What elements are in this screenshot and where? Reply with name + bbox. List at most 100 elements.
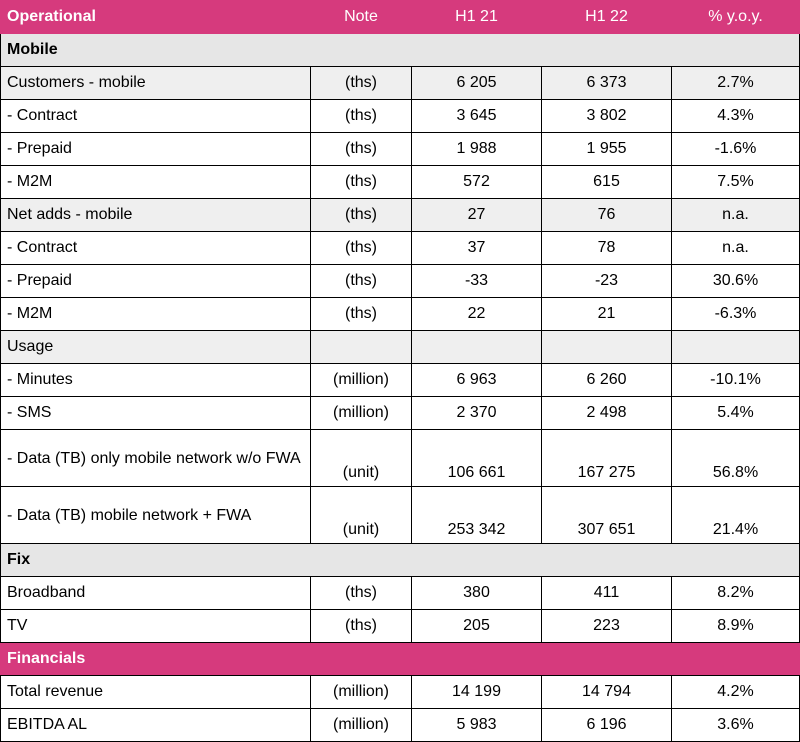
row-label: Total revenue: [0, 675, 311, 709]
header-h1-22: H1 22: [541, 0, 672, 34]
row-h1-21: 1 988: [411, 132, 542, 166]
row-h1-21: 27: [411, 198, 542, 232]
row-yoy: 7.5%: [671, 165, 800, 199]
row-h1-21: 3 645: [411, 99, 542, 133]
row-h1-22: 21: [541, 297, 672, 331]
row-h1-22: 6 373: [541, 66, 672, 100]
row-h1-21: 572: [411, 165, 542, 199]
row-label: TV: [0, 609, 311, 643]
row-note: (ths): [310, 231, 412, 265]
row-label: - Prepaid: [0, 132, 311, 166]
row-h1-21: 380: [411, 576, 542, 610]
section-title-financials: Financials: [0, 642, 800, 676]
row-label: - Contract: [0, 99, 311, 133]
row-h1-22: -23: [541, 264, 672, 298]
row-yoy: 4.3%: [671, 99, 800, 133]
row-label: - Minutes: [0, 363, 311, 397]
header-h1-21: H1 21: [411, 0, 542, 34]
row-note: (unit): [310, 429, 412, 487]
section-title-fix: Fix: [0, 543, 800, 577]
row-label: - Data (TB) mobile network + FWA: [0, 486, 311, 544]
row-h1-22: [541, 330, 672, 364]
row-h1-22: 14 794: [541, 675, 672, 709]
row-h1-22: 78: [541, 231, 672, 265]
table-row: Usage: [0, 330, 800, 364]
row-note: (million): [310, 396, 412, 430]
row-yoy: 5.4%: [671, 396, 800, 430]
row-label: - Prepaid: [0, 264, 311, 298]
row-h1-22: 307 651: [541, 486, 672, 544]
row-label: - Data (TB) only mobile network w/o FWA: [0, 429, 311, 487]
table-row: Total revenue (million) 14 199 14 794 4.…: [0, 675, 800, 709]
row-h1-21: -33: [411, 264, 542, 298]
row-h1-21: 253 342: [411, 486, 542, 544]
row-note: (ths): [310, 198, 412, 232]
table-row: Broadband (ths) 380 411 8.2%: [0, 576, 800, 610]
table-row: Net adds - mobile (ths) 27 76 n.a.: [0, 198, 800, 232]
row-note: (million): [310, 675, 412, 709]
row-note: (ths): [310, 264, 412, 298]
row-h1-22: 76: [541, 198, 672, 232]
row-yoy: -1.6%: [671, 132, 800, 166]
table-row: - Data (TB) mobile network + FWA (unit) …: [0, 486, 800, 544]
table-row: - M2M (ths) 22 21 -6.3%: [0, 297, 800, 331]
row-yoy: 4.2%: [671, 675, 800, 709]
row-h1-21: 106 661: [411, 429, 542, 487]
row-label: Usage: [0, 330, 311, 364]
section-row-financials: Financials: [0, 642, 800, 676]
row-note: (ths): [310, 297, 412, 331]
section-title-mobile: Mobile: [0, 33, 800, 67]
row-note: (ths): [310, 66, 412, 100]
row-h1-21: 22: [411, 297, 542, 331]
row-label: - M2M: [0, 165, 311, 199]
header-yoy: % y.o.y.: [671, 0, 800, 34]
table-row: Customers - mobile (ths) 6 205 6 373 2.7…: [0, 66, 800, 100]
row-yoy: 21.4%: [671, 486, 800, 544]
row-h1-22: 167 275: [541, 429, 672, 487]
row-h1-22: 411: [541, 576, 672, 610]
row-h1-22: 2 498: [541, 396, 672, 430]
header-note: Note: [310, 0, 412, 34]
table-row: - Data (TB) only mobile network w/o FWA …: [0, 429, 800, 487]
row-note: (ths): [310, 165, 412, 199]
row-label: Net adds - mobile: [0, 198, 311, 232]
table-row: - Contract (ths) 37 78 n.a.: [0, 231, 800, 265]
table-header-row: Operational Note H1 21 H1 22 % y.o.y.: [0, 0, 800, 34]
row-label: - SMS: [0, 396, 311, 430]
table-row: EBITDA AL (million) 5 983 6 196 3.6%: [0, 708, 800, 742]
row-yoy: 30.6%: [671, 264, 800, 298]
row-h1-22: 3 802: [541, 99, 672, 133]
row-h1-21: 2 370: [411, 396, 542, 430]
table-row: - Prepaid (ths) 1 988 1 955 -1.6%: [0, 132, 800, 166]
row-h1-22: 223: [541, 609, 672, 643]
row-label: Broadband: [0, 576, 311, 610]
row-note: (million): [310, 363, 412, 397]
row-yoy: 8.2%: [671, 576, 800, 610]
row-yoy: 2.7%: [671, 66, 800, 100]
row-note: (ths): [310, 609, 412, 643]
table-row: - M2M (ths) 572 615 7.5%: [0, 165, 800, 199]
row-yoy: 56.8%: [671, 429, 800, 487]
row-h1-22: 6 260: [541, 363, 672, 397]
row-label: - M2M: [0, 297, 311, 331]
row-h1-21: 14 199: [411, 675, 542, 709]
row-h1-21: [411, 330, 542, 364]
row-note: (unit): [310, 486, 412, 544]
row-note: (ths): [310, 132, 412, 166]
header-operational: Operational: [0, 0, 311, 34]
row-h1-22: 6 196: [541, 708, 672, 742]
row-h1-22: 615: [541, 165, 672, 199]
row-h1-21: 6 963: [411, 363, 542, 397]
row-label: - Contract: [0, 231, 311, 265]
table-row: - Prepaid (ths) -33 -23 30.6%: [0, 264, 800, 298]
row-yoy: 8.9%: [671, 609, 800, 643]
row-yoy: -6.3%: [671, 297, 800, 331]
row-h1-21: 37: [411, 231, 542, 265]
row-h1-21: 205: [411, 609, 542, 643]
row-h1-21: 6 205: [411, 66, 542, 100]
row-note: (ths): [310, 576, 412, 610]
row-label: Customers - mobile: [0, 66, 311, 100]
row-yoy: 3.6%: [671, 708, 800, 742]
table-row: - Minutes (million) 6 963 6 260 -10.1%: [0, 363, 800, 397]
